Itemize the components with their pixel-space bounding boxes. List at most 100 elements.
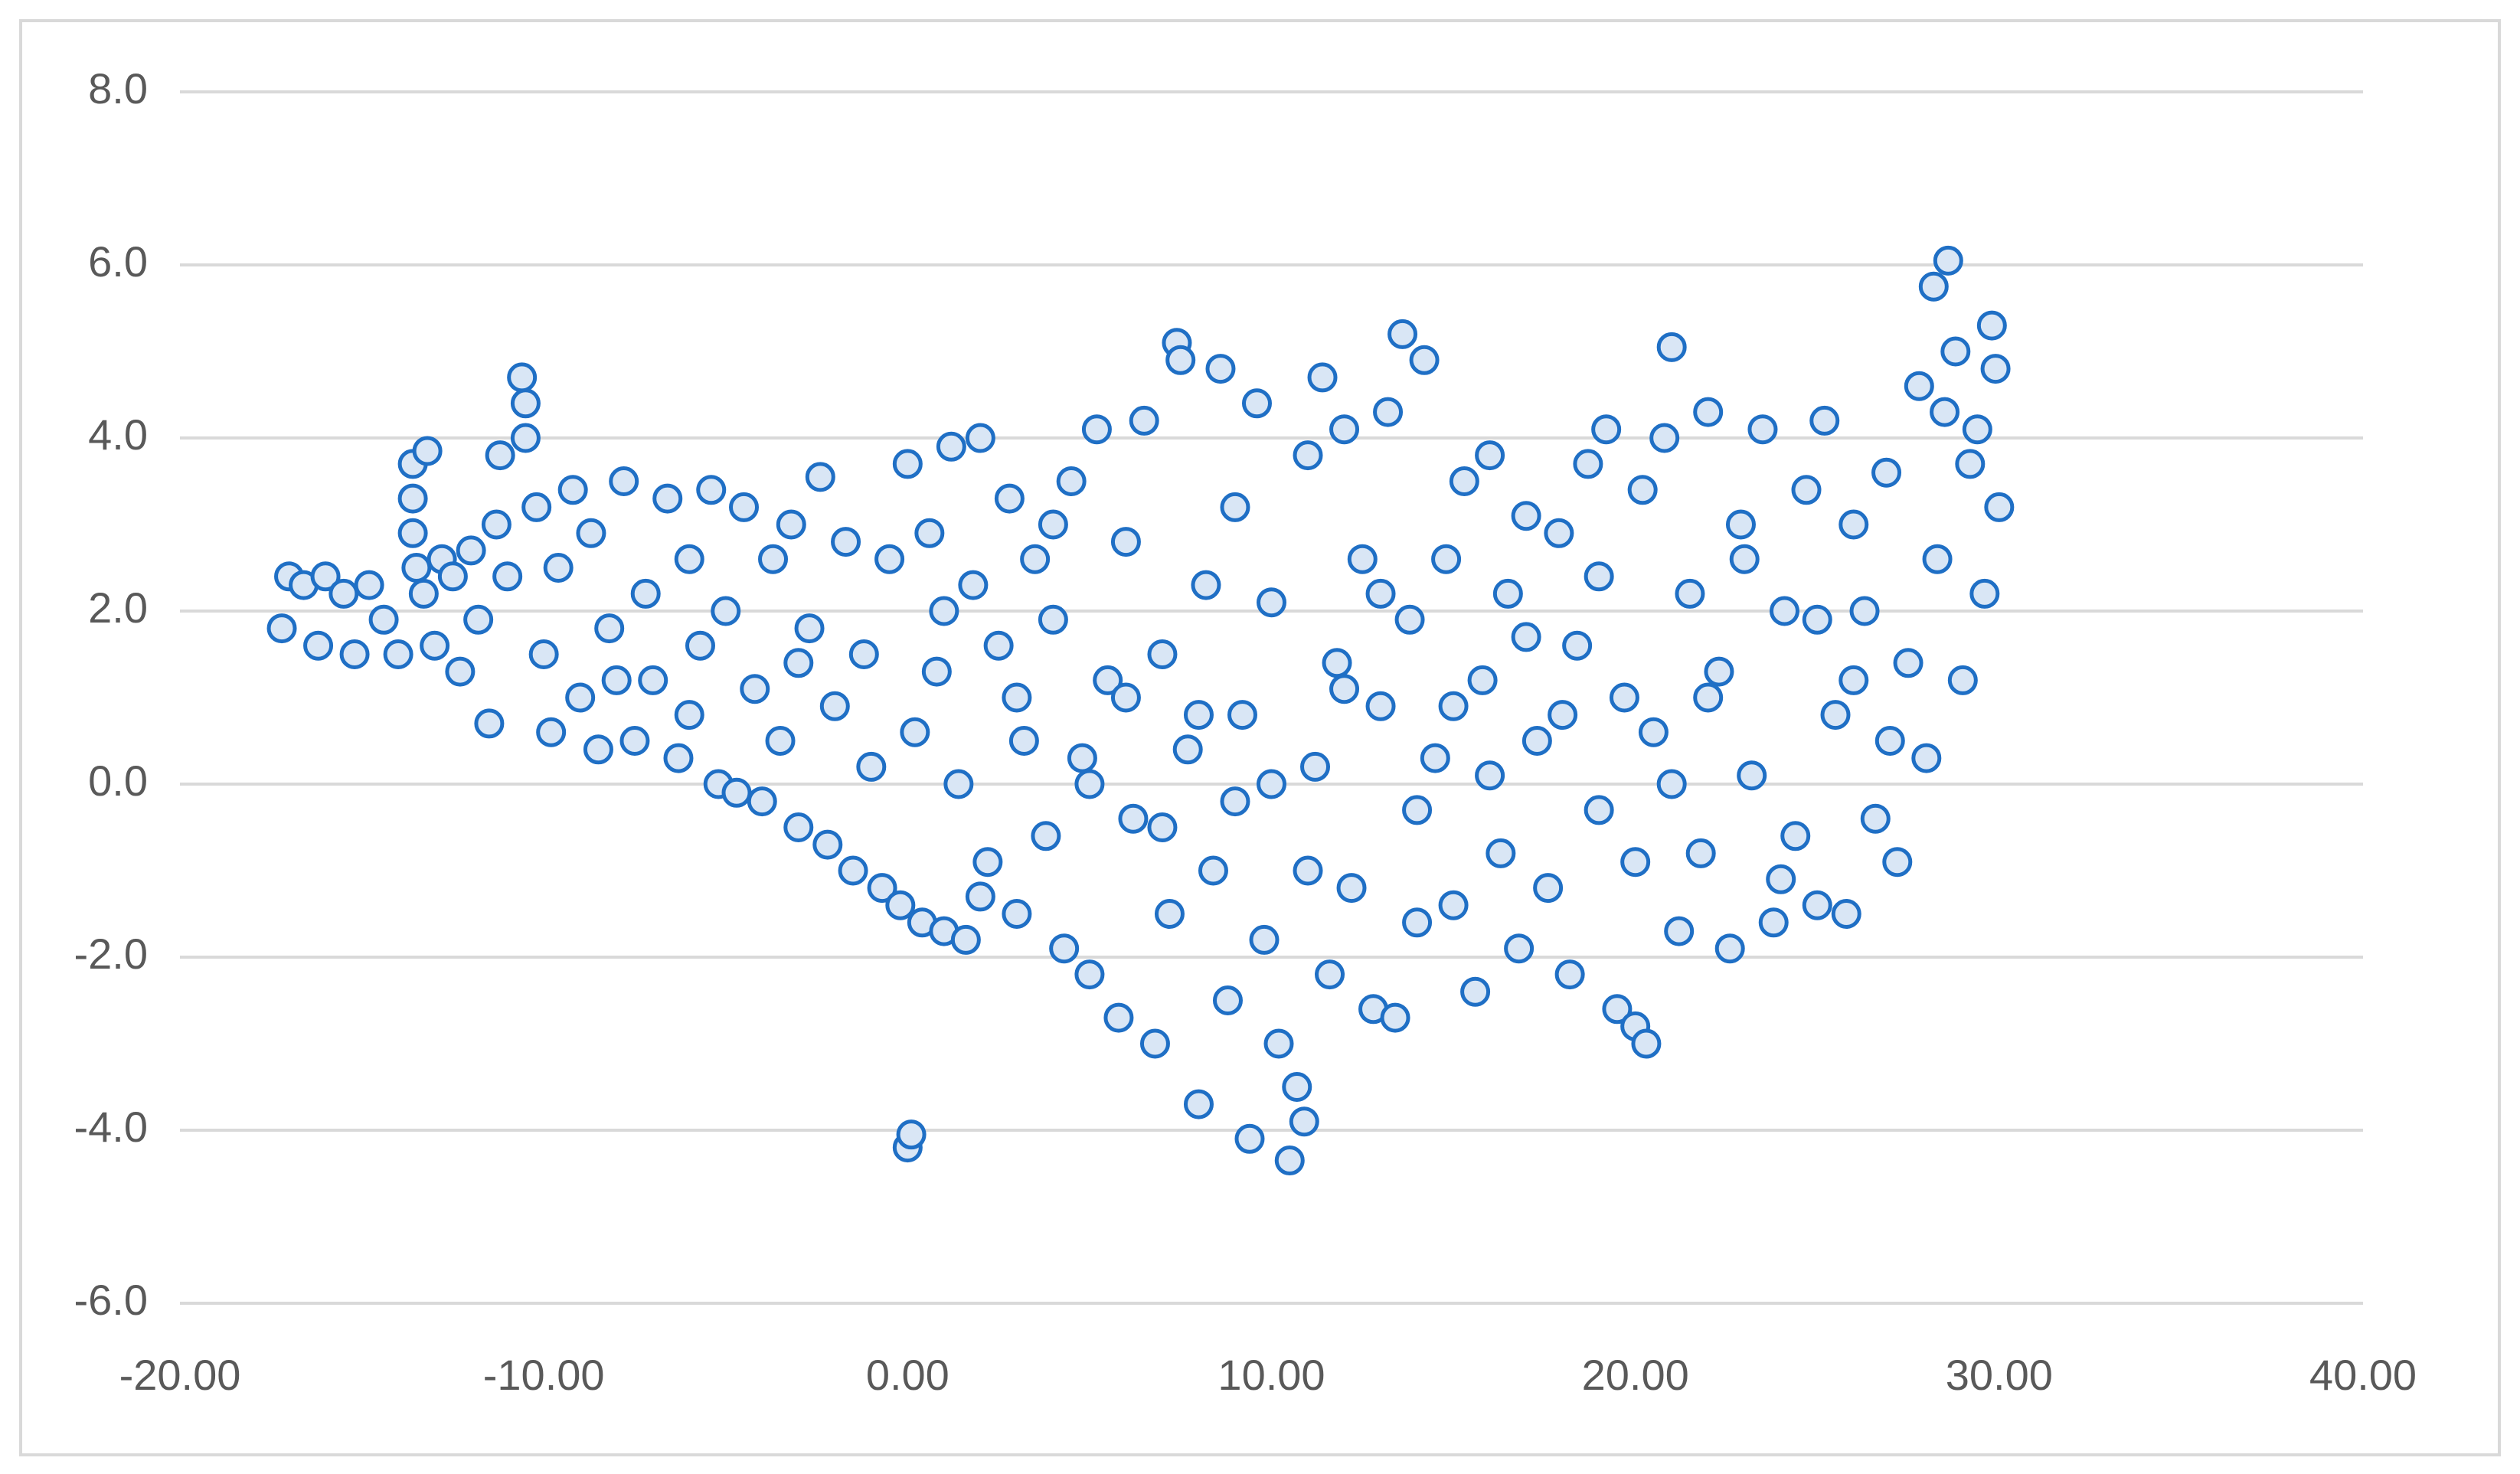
point bbox=[1882, 847, 1913, 878]
point bbox=[1110, 682, 1141, 713]
point bbox=[900, 717, 930, 747]
point bbox=[1038, 604, 1068, 635]
point bbox=[1449, 466, 1479, 496]
point bbox=[1274, 1146, 1305, 1176]
point bbox=[401, 553, 432, 583]
point bbox=[1562, 630, 1593, 661]
point bbox=[1976, 310, 2007, 341]
point bbox=[1420, 743, 1450, 773]
y-tick-label: -4.0 bbox=[74, 1103, 149, 1151]
point bbox=[1747, 414, 1778, 445]
point bbox=[474, 708, 505, 739]
point bbox=[1839, 665, 1869, 695]
x-tick-label: -10.00 bbox=[483, 1351, 605, 1399]
chart-border bbox=[19, 19, 2501, 1456]
point bbox=[819, 691, 850, 721]
point bbox=[740, 674, 770, 704]
point bbox=[1191, 570, 1221, 600]
point bbox=[1984, 492, 2015, 522]
point bbox=[601, 665, 632, 695]
point bbox=[1704, 656, 1734, 687]
point bbox=[1257, 587, 1286, 618]
point bbox=[1300, 751, 1331, 782]
point bbox=[456, 535, 486, 566]
point bbox=[266, 613, 297, 644]
point bbox=[729, 492, 760, 522]
point bbox=[576, 518, 606, 548]
point bbox=[1365, 578, 1396, 609]
point bbox=[663, 743, 694, 773]
x-tick-label: 10.00 bbox=[1218, 1351, 1325, 1399]
point bbox=[1336, 873, 1367, 904]
point bbox=[1049, 933, 1080, 964]
x-tick-label: 40.00 bbox=[2309, 1351, 2417, 1399]
point bbox=[485, 440, 515, 471]
point bbox=[1263, 1028, 1294, 1059]
point bbox=[463, 604, 494, 635]
point bbox=[1521, 726, 1552, 756]
point bbox=[958, 570, 989, 600]
point bbox=[1649, 423, 1680, 453]
point bbox=[310, 561, 341, 592]
point bbox=[420, 630, 450, 661]
point bbox=[354, 570, 384, 600]
point bbox=[929, 596, 959, 626]
point bbox=[936, 431, 966, 462]
point bbox=[1839, 509, 1869, 540]
point bbox=[1620, 847, 1651, 878]
point bbox=[943, 769, 974, 799]
point bbox=[1282, 1072, 1312, 1102]
point bbox=[1183, 1089, 1214, 1119]
point bbox=[1714, 933, 1745, 964]
point bbox=[492, 561, 523, 592]
point bbox=[1329, 414, 1360, 445]
point bbox=[1602, 994, 1633, 1025]
point bbox=[1675, 578, 1705, 609]
point bbox=[543, 553, 574, 583]
point bbox=[1409, 345, 1440, 375]
point bbox=[1802, 890, 1832, 920]
point bbox=[1664, 916, 1695, 946]
point bbox=[1198, 855, 1228, 886]
point bbox=[1293, 440, 1323, 471]
point bbox=[437, 561, 468, 592]
point bbox=[1591, 414, 1622, 445]
point bbox=[1656, 769, 1687, 799]
point bbox=[1467, 665, 1498, 695]
point bbox=[1081, 414, 1112, 445]
point bbox=[594, 613, 625, 644]
point bbox=[1802, 604, 1832, 635]
point bbox=[794, 613, 825, 644]
point bbox=[685, 630, 715, 661]
x-tick-label: 20.00 bbox=[1582, 1351, 1689, 1399]
point bbox=[1475, 440, 1505, 471]
y-tick-label: -2.0 bbox=[74, 930, 149, 978]
point bbox=[1769, 596, 1799, 626]
point bbox=[1129, 405, 1159, 436]
point bbox=[1584, 795, 1614, 825]
y-tick-label: -6.0 bbox=[74, 1276, 149, 1324]
point bbox=[510, 388, 541, 419]
point bbox=[638, 665, 668, 695]
point bbox=[972, 847, 1003, 878]
point bbox=[1609, 682, 1639, 713]
point bbox=[1431, 544, 1462, 574]
point bbox=[674, 544, 704, 574]
y-tick-label: 4.0 bbox=[88, 410, 148, 459]
point bbox=[921, 656, 952, 687]
point bbox=[368, 604, 399, 635]
point bbox=[303, 630, 334, 661]
point bbox=[1933, 245, 1963, 276]
point bbox=[1791, 475, 1822, 505]
point bbox=[1492, 578, 1523, 609]
point bbox=[1067, 743, 1097, 773]
point bbox=[1780, 821, 1811, 851]
point bbox=[1438, 890, 1469, 920]
point bbox=[521, 492, 552, 522]
point bbox=[1584, 561, 1614, 592]
point bbox=[1329, 674, 1360, 704]
point bbox=[1234, 1123, 1265, 1154]
point bbox=[1871, 457, 1902, 488]
point bbox=[1573, 449, 1603, 479]
point bbox=[412, 436, 443, 466]
